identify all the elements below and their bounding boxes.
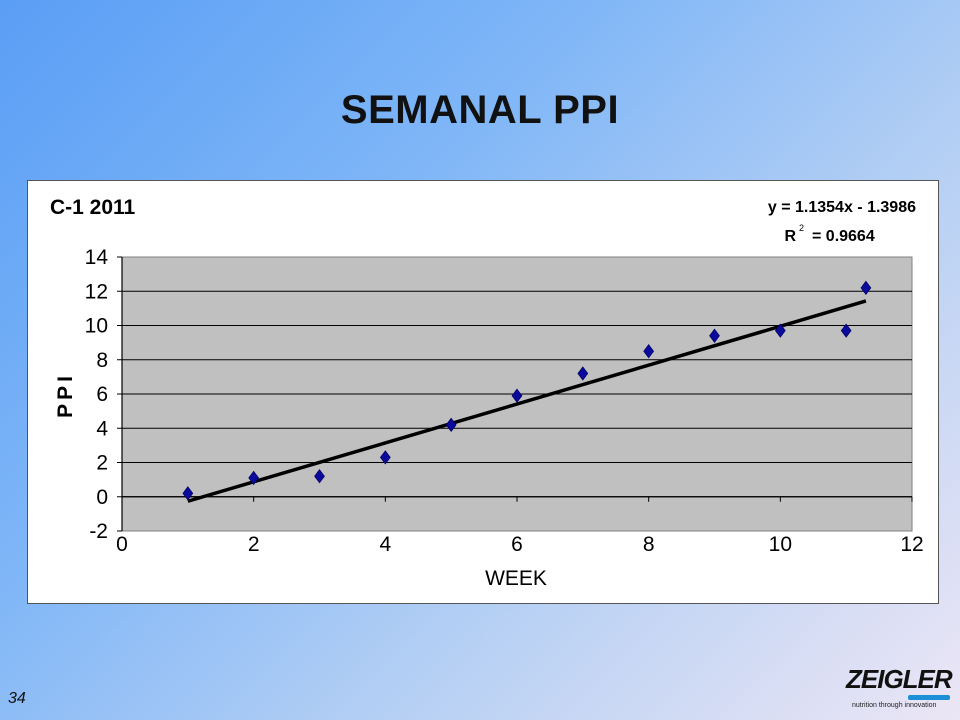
chart-title: C-1 2011 bbox=[50, 196, 136, 219]
y-tick-label: 0 bbox=[96, 486, 108, 509]
x-axis-label: WEEK bbox=[485, 567, 547, 590]
y-tick-label: 10 bbox=[85, 315, 108, 338]
page-number: 34 bbox=[8, 690, 26, 707]
y-tick-label: 6 bbox=[96, 383, 108, 406]
chart-panel: C-1 2011 y = 1.1354x - 1.3986 R 2 = 0.96… bbox=[27, 180, 939, 604]
x-tick-label: 12 bbox=[900, 533, 923, 556]
data-point bbox=[840, 323, 852, 338]
data-point bbox=[379, 450, 391, 465]
x-tick-label: 2 bbox=[248, 533, 260, 556]
x-tick-label: 0 bbox=[116, 533, 128, 556]
data-point bbox=[577, 366, 589, 381]
data-point bbox=[248, 470, 260, 486]
trendline bbox=[187, 299, 867, 503]
y-tick-label: 2 bbox=[96, 452, 108, 475]
y-axis-label: PPI bbox=[54, 372, 77, 418]
y-tick-label: 12 bbox=[85, 280, 108, 303]
x-tick-label: 6 bbox=[511, 533, 523, 556]
data-point bbox=[709, 328, 720, 343]
r-squared-value: = 0.9664 bbox=[812, 228, 875, 245]
data-point bbox=[314, 469, 325, 484]
trendline-equation: y = 1.1354x - 1.3986 bbox=[768, 199, 916, 216]
y-tick-label: 14 bbox=[85, 246, 109, 269]
logo-wordmark: ZEIGLER bbox=[846, 664, 953, 694]
r-squared-exponent: 2 bbox=[799, 223, 804, 233]
logo-tagline: nutrition through innovation bbox=[852, 702, 937, 709]
data-point bbox=[511, 388, 523, 403]
data-point bbox=[182, 486, 194, 501]
plot-layer: 14 12 10 8 6 4 2 0 -2 0 2 4 6 8 10 12 bbox=[85, 246, 924, 556]
data-point bbox=[860, 280, 872, 295]
data-point bbox=[445, 417, 457, 432]
logo-swoosh-icon bbox=[908, 695, 950, 700]
data-point bbox=[643, 344, 655, 359]
x-tick-label: 10 bbox=[769, 533, 792, 556]
r-squared-label: R bbox=[784, 228, 796, 245]
x-tick-label: 8 bbox=[643, 533, 655, 556]
x-tick-label: 4 bbox=[379, 533, 391, 556]
zeigler-logo: ZEIGLER nutrition through innovation bbox=[846, 664, 956, 716]
y-tick-label: -2 bbox=[89, 520, 108, 543]
chart-svg: C-1 2011 y = 1.1354x - 1.3986 R 2 = 0.96… bbox=[50, 196, 924, 590]
slide-title: SEMANAL PPI bbox=[340, 88, 620, 132]
y-tick-label: 4 bbox=[96, 417, 108, 440]
y-tick-label: 8 bbox=[96, 349, 108, 372]
data-point bbox=[774, 323, 786, 338]
